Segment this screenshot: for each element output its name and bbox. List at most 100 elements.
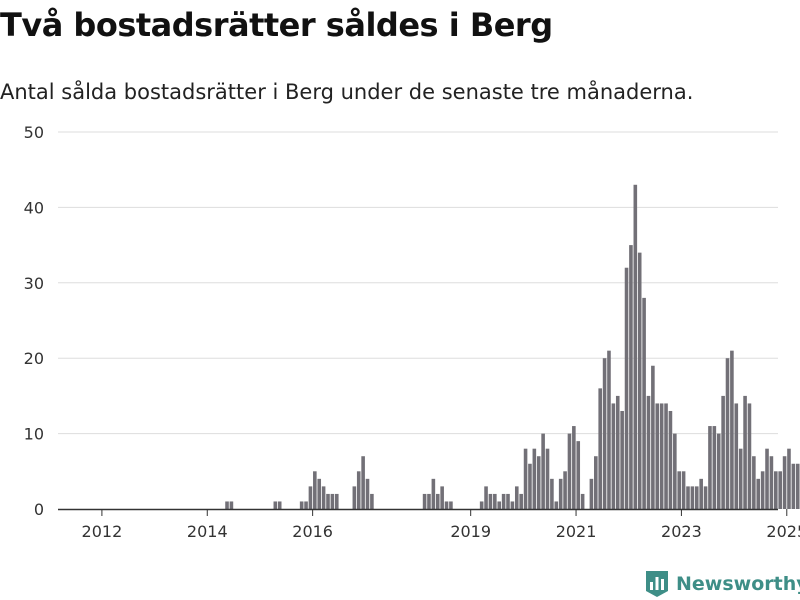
bar bbox=[795, 463, 800, 509]
bar bbox=[778, 471, 782, 509]
bar bbox=[725, 358, 730, 509]
bar bbox=[594, 456, 598, 509]
bar bbox=[545, 448, 550, 509]
bar bbox=[637, 252, 642, 509]
bar bbox=[730, 350, 734, 509]
bar bbox=[532, 448, 537, 509]
bar bbox=[651, 365, 655, 509]
x-tick-label: 2016 bbox=[292, 522, 333, 541]
bar bbox=[308, 486, 313, 509]
x-tick-label: 2021 bbox=[556, 522, 597, 541]
y-tick-label: 40 bbox=[24, 198, 44, 217]
bar bbox=[589, 478, 594, 509]
y-tick-label: 0 bbox=[34, 500, 44, 519]
bar bbox=[356, 471, 361, 509]
bar bbox=[554, 501, 559, 509]
y-tick-label: 20 bbox=[24, 349, 44, 368]
bar bbox=[712, 426, 717, 509]
x-tick-label: 2014 bbox=[187, 522, 228, 541]
bar bbox=[514, 486, 519, 509]
bar bbox=[756, 478, 761, 509]
bar bbox=[277, 501, 282, 509]
bar bbox=[690, 486, 695, 509]
bar bbox=[703, 486, 708, 509]
bar bbox=[716, 433, 721, 509]
bar bbox=[642, 297, 646, 509]
bar bbox=[602, 358, 607, 509]
bar bbox=[361, 456, 365, 509]
bar bbox=[536, 456, 541, 509]
bar bbox=[629, 245, 633, 509]
newsworthy-logo: Newsworthy bbox=[644, 568, 800, 600]
bar bbox=[497, 501, 502, 509]
bar bbox=[273, 501, 278, 509]
bar bbox=[365, 478, 370, 509]
bar bbox=[708, 426, 712, 509]
bar bbox=[431, 478, 436, 509]
bar bbox=[225, 501, 229, 509]
bar bbox=[326, 493, 330, 509]
bar bbox=[694, 486, 699, 509]
bar bbox=[313, 471, 317, 509]
chart-subtitle: Antal sålda bostadsrätter i Berg under d… bbox=[0, 80, 694, 104]
bar bbox=[229, 501, 234, 509]
bar bbox=[501, 493, 506, 509]
bar bbox=[668, 410, 673, 509]
y-tick-label: 50 bbox=[24, 123, 44, 142]
bar bbox=[747, 403, 752, 509]
bar bbox=[607, 350, 611, 509]
bar bbox=[493, 493, 497, 509]
bar bbox=[563, 471, 567, 509]
bar bbox=[774, 471, 778, 509]
bar bbox=[488, 493, 493, 509]
bar bbox=[523, 448, 528, 509]
bar bbox=[673, 433, 677, 509]
bar bbox=[699, 478, 703, 509]
bar bbox=[677, 471, 682, 509]
bar bbox=[449, 501, 453, 509]
bar bbox=[598, 388, 602, 509]
bar bbox=[528, 463, 532, 509]
chart-title: Två bostadsrätter såldes i Berg bbox=[0, 6, 553, 44]
bar bbox=[580, 493, 585, 509]
bar bbox=[550, 478, 554, 509]
bar bbox=[615, 395, 620, 509]
y-tick-label: 30 bbox=[24, 274, 44, 293]
newsworthy-icon bbox=[646, 571, 668, 597]
bar bbox=[681, 471, 686, 509]
bar bbox=[370, 493, 374, 509]
bar bbox=[655, 403, 660, 509]
bar bbox=[567, 433, 572, 509]
bar bbox=[611, 403, 616, 509]
bar bbox=[304, 501, 308, 509]
bar bbox=[624, 267, 629, 509]
bar bbox=[576, 441, 581, 509]
bar bbox=[440, 486, 444, 509]
x-tick-label: 2023 bbox=[661, 522, 702, 541]
bar bbox=[330, 493, 335, 509]
bar bbox=[659, 403, 664, 509]
bar bbox=[791, 463, 796, 509]
bar bbox=[633, 184, 638, 509]
bar bbox=[484, 486, 488, 509]
bar bbox=[444, 501, 449, 509]
bar bbox=[760, 471, 765, 509]
bar bbox=[299, 501, 304, 509]
x-tick-label: 2019 bbox=[450, 522, 491, 541]
bar bbox=[787, 448, 791, 509]
bar bbox=[506, 493, 510, 509]
bar bbox=[519, 493, 523, 509]
bar bbox=[765, 448, 769, 509]
bar bbox=[510, 501, 515, 509]
bar bbox=[769, 456, 774, 509]
y-tick-label: 10 bbox=[24, 425, 44, 444]
bar bbox=[427, 493, 431, 509]
bar bbox=[721, 395, 725, 509]
bar bbox=[743, 395, 747, 509]
bar bbox=[352, 486, 357, 509]
x-tick-label: 2025 bbox=[766, 522, 800, 541]
bar bbox=[686, 486, 690, 509]
bar bbox=[752, 456, 756, 509]
bar bbox=[738, 448, 743, 509]
